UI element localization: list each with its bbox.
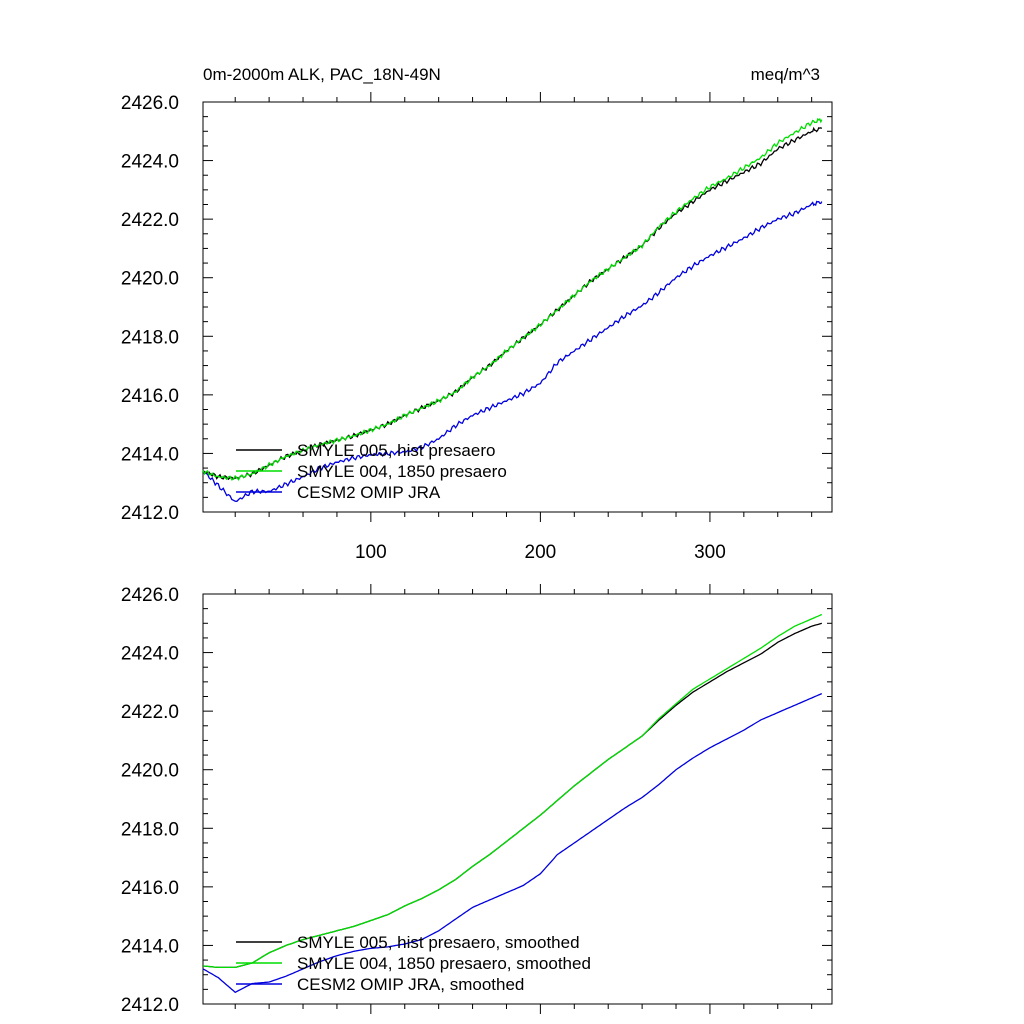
y-tick-label: 2418.0 [121, 819, 179, 840]
x-tick-label: 200 [525, 542, 557, 563]
legend-label: SMYLE 005, hist presaero, smoothed [297, 933, 580, 952]
y-tick-label: 2426.0 [121, 93, 179, 114]
series-line-2 [202, 613, 823, 969]
y-tick-label: 2420.0 [121, 269, 179, 290]
y-tick-label: 2412.0 [121, 995, 179, 1016]
title-left: 0m-2000m ALK, PAC_18N-49N [203, 65, 441, 84]
legend-label: CESM2 OMIP JRA, smoothed [297, 975, 524, 994]
legend-label: SMYLE 004, 1850 presaero [297, 462, 507, 481]
y-tick-label: 2412.0 [121, 503, 179, 524]
x-tick-label: 100 [355, 542, 387, 563]
legend-label: CESM2 OMIP JRA [297, 483, 441, 502]
series-line-1 [202, 126, 823, 481]
legend-label: SMYLE 005, hist presaero [297, 441, 495, 460]
y-tick-label: 2422.0 [121, 702, 179, 723]
chart-panel-2: 2412.0 2414.0 2416.0 2418.0 2420.0 2422.0 2424… [121, 584, 833, 1016]
y-tick-label: 2424.0 [121, 644, 179, 665]
y-tick-label: 2426.0 [121, 585, 179, 606]
title-right: meq/m^3 [750, 65, 820, 84]
y-tick-label: 2414.0 [121, 936, 179, 957]
y-tick-label: 2416.0 [121, 386, 179, 407]
y-tick-label: 2420.0 [121, 761, 179, 782]
y-tick-label: 2418.0 [121, 327, 179, 348]
x-tick-label: 300 [694, 542, 726, 563]
series-line-3 [202, 692, 823, 994]
series-line-2 [202, 117, 823, 481]
y-tick-label: 2414.0 [121, 444, 179, 465]
legend-label: SMYLE 004, 1850 presaero, smoothed [297, 954, 591, 973]
y-tick-label: 2422.0 [121, 210, 179, 231]
y-tick-label: 2424.0 [121, 152, 179, 173]
series-line-1 [202, 622, 822, 969]
chart-panel-1: 2412.0 2414.0 2416.0 2418.0 2420.0 2422.0 2424… [121, 92, 833, 563]
series-line-3 [202, 200, 823, 502]
y-tick-label: 2416.0 [121, 878, 179, 899]
